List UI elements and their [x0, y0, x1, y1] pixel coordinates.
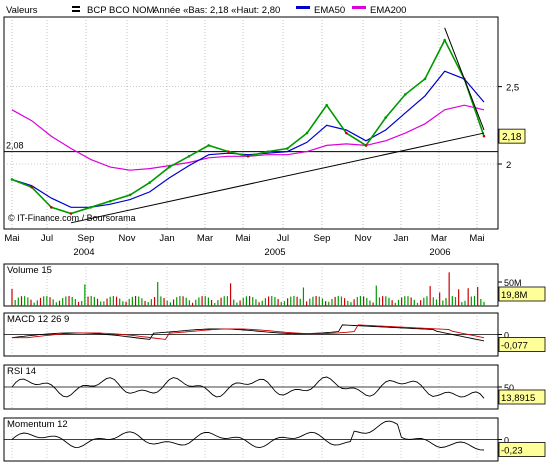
last-price-badge	[498, 128, 526, 144]
trendline	[444, 27, 485, 131]
momentum-last-value: -0,23	[501, 446, 523, 457]
volume-last-value: 19,8M	[501, 290, 527, 301]
macd-last-value: -0,077	[501, 341, 528, 352]
year-label: 2005	[264, 247, 285, 258]
last-price-label: 2,18	[502, 132, 522, 143]
y-tick-label: 2	[506, 160, 511, 171]
legend-ema200-swatch	[352, 6, 366, 9]
price-point	[404, 93, 407, 96]
price-point	[482, 134, 486, 138]
month-label: Jan	[159, 233, 174, 244]
header-marker	[72, 6, 80, 12]
month-label: Jan	[393, 233, 408, 244]
header-prefix: Valeurs	[6, 5, 38, 16]
price-point	[187, 154, 191, 158]
macd-last-badge	[498, 337, 546, 352]
year-label: 2006	[429, 247, 450, 258]
price-point	[227, 150, 230, 153]
price-point	[207, 144, 210, 147]
momentum-last-badge	[498, 442, 546, 457]
price-point	[109, 199, 112, 203]
stock-name: BCP BCO NOM.	[87, 5, 157, 16]
price-point	[168, 165, 171, 169]
price-point	[246, 154, 250, 158]
month-label: Sep	[78, 233, 95, 244]
volume-panel-frame	[3, 263, 499, 307]
price-point	[266, 150, 269, 153]
rsi-tick-label: 50	[504, 383, 514, 393]
month-label: Mai	[4, 233, 19, 244]
price-panel-frame	[3, 16, 499, 230]
price-point	[443, 38, 446, 42]
price-point	[345, 131, 348, 135]
month-label: Nov	[355, 233, 372, 244]
price-series-layer: 2 2,5 2,08 2,18	[4, 27, 526, 224]
month-label: Jul	[277, 233, 289, 244]
price-point	[148, 181, 151, 184]
momentum-panel-title: Momentum 12	[7, 419, 68, 430]
price-point	[128, 193, 132, 197]
price-point	[50, 206, 53, 209]
trendline	[70, 132, 485, 224]
price-point	[305, 131, 309, 135]
price-point	[10, 178, 14, 181]
month-label: Sep	[314, 233, 331, 244]
y-tick-label: 2,5	[506, 83, 519, 94]
rsi-last-value: 13,8915	[501, 393, 535, 404]
chart-header: Valeurs BCP BCO NOM. Année «Bas: 2,18 «H…	[6, 5, 406, 16]
month-label: Nov	[119, 233, 136, 244]
legend-ema200-label: EMA200	[370, 5, 406, 16]
reference-line-label: 2,08	[6, 141, 24, 151]
price-point	[325, 103, 328, 107]
price-point	[364, 144, 368, 147]
volume-last-badge	[498, 286, 546, 302]
price-point	[30, 185, 33, 189]
year-stats: Année «Bas: 2,18 «Haut: 2,80	[153, 5, 280, 16]
month-label: Mai	[235, 233, 250, 244]
momentum-line	[11, 420, 485, 451]
month-label: Jul	[41, 233, 53, 244]
rsi-panel-title: RSI 14	[7, 366, 36, 377]
vertical-gridlines	[11, 17, 478, 229]
month-label: Mar	[197, 233, 213, 244]
price-point	[384, 116, 387, 119]
volume-tick-label: 50M	[504, 278, 522, 288]
month-axis: Mai Jul Sep Nov Jan Mar Mai Jul Sep Nov Jan Mar Mai	[4, 233, 484, 244]
year-axis: 2004 2005 2006	[73, 247, 450, 258]
price-point	[89, 206, 92, 209]
macd-signal-line	[12, 324, 485, 340]
price-point	[286, 147, 289, 150]
year-label: 2004	[73, 247, 94, 258]
legend-ema50-swatch	[296, 6, 310, 9]
momentum-tick-label: 0	[504, 436, 509, 446]
rsi-line	[11, 376, 485, 399]
price-point	[423, 77, 427, 81]
price-point	[69, 212, 73, 215]
rsi-last-badge	[498, 389, 546, 405]
copyright-text: © IT-Finance.com / Boursorama	[8, 213, 136, 223]
legend-ema50-label: EMA50	[314, 5, 345, 16]
volume-panel-title: Volume 15	[7, 265, 52, 276]
macd-panel-title: MACD 12 26 9	[7, 314, 69, 325]
month-label: Mar	[431, 233, 447, 244]
month-label: Mai	[469, 233, 484, 244]
macd-tick-label: 0	[504, 331, 509, 341]
